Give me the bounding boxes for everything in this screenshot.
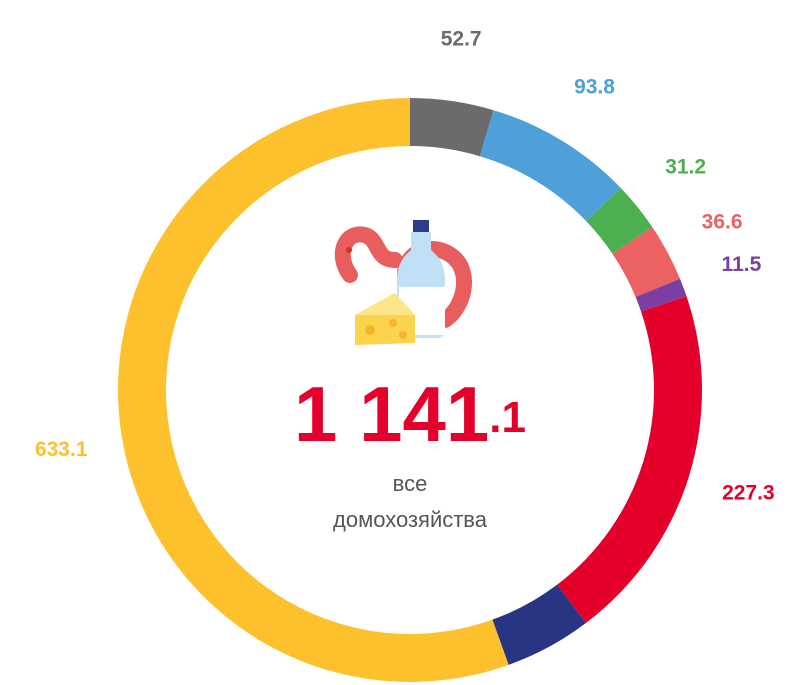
donut-segment <box>557 296 702 624</box>
value-label: 11.5 <box>722 253 762 276</box>
center-text: все <box>393 471 428 496</box>
total-main: 1 141 <box>294 370 489 458</box>
value-label: 36.6 <box>702 210 743 233</box>
value-label: 52.7 <box>441 27 482 50</box>
donut-segment <box>612 226 680 298</box>
value-label: 31.2 <box>665 155 706 178</box>
donut-segment <box>410 98 494 157</box>
center-text: домохозяйства <box>333 507 488 532</box>
donut-segment <box>635 278 687 312</box>
donut-segment <box>479 110 621 222</box>
value-label: 93.8 <box>574 75 615 98</box>
donut-segment <box>492 584 586 665</box>
donut-segment <box>586 187 653 254</box>
value-label: 227.3 <box>722 482 775 505</box>
total-fraction: .1 <box>489 393 526 442</box>
food-icon <box>334 220 472 345</box>
value-label: 633.1 <box>35 438 88 461</box>
total-label: 1 141.1 <box>294 370 526 458</box>
